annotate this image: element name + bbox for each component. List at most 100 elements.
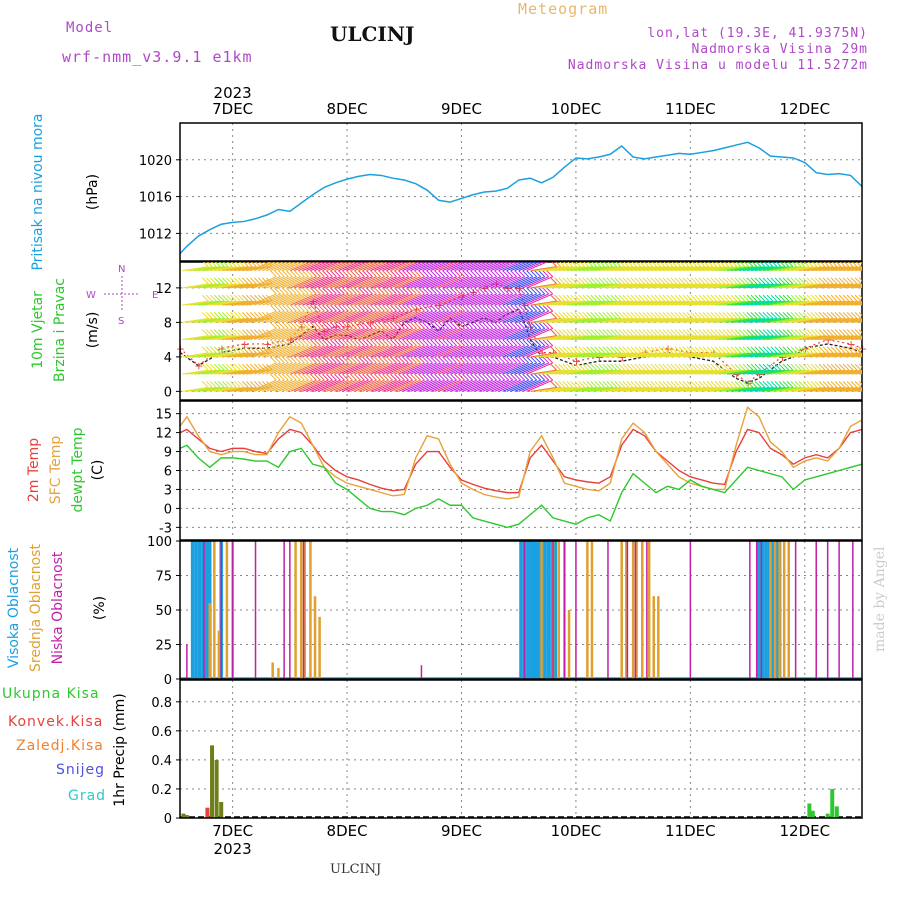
wind-barb-flag [722, 294, 730, 302]
wind-barb-flag [679, 262, 686, 267]
wind-barb [694, 266, 722, 272]
panel-frame [179, 261, 863, 401]
wind-barb-flag [502, 270, 510, 278]
wind-barb [550, 283, 577, 289]
wind-barb [590, 300, 617, 306]
wind-barb-flag [205, 363, 213, 371]
wind-barb [550, 352, 577, 358]
wind-barb [234, 283, 261, 289]
wind-barb-flag [454, 356, 461, 364]
wind-barb-flag [482, 287, 489, 295]
wind-barb [658, 266, 685, 272]
wind-barb-flag [770, 381, 778, 388]
wind-barb-flag [278, 373, 285, 381]
y-tick-label: 100 [147, 535, 172, 550]
wind-barb [622, 283, 649, 289]
wind-barb [726, 266, 754, 272]
wind-barb [706, 369, 734, 375]
wind-barb-flag [626, 312, 634, 319]
wind-barb-flag [229, 294, 237, 302]
wind-barb [754, 317, 782, 323]
wind-barb-flag [411, 253, 417, 259]
wind-barb [214, 386, 241, 392]
wind-barb-flag [622, 381, 630, 388]
wind-barb-flag [702, 329, 710, 336]
wind-barb-flag [402, 270, 409, 278]
wind-barb-flag [834, 346, 842, 354]
wind-barb [506, 345, 533, 358]
wind-barb [831, 266, 858, 272]
wind-barb-flag [402, 287, 409, 295]
wind-barb [230, 386, 257, 392]
wind-barb-flag [394, 270, 401, 278]
wind-barb [694, 283, 722, 289]
wind-barb-flag [442, 373, 449, 381]
wind-barb [839, 352, 862, 358]
wind-barb [422, 310, 449, 323]
wind-gust-marker: + [618, 351, 627, 364]
wind-barb [634, 369, 661, 375]
wind-barb [766, 386, 794, 392]
wind-barb [250, 327, 277, 341]
wind-barb [290, 327, 317, 341]
wind-barb-flag [390, 322, 397, 329]
temp-unit-group: (C) [90, 460, 106, 481]
wind-barb [774, 317, 802, 323]
wind-barb-flag [510, 270, 518, 278]
wind-barb-flag [786, 329, 794, 336]
wind-barb [843, 353, 862, 358]
cloud-mid-bar [641, 541, 644, 679]
wind-barb-flag [630, 329, 638, 336]
wind-barb [706, 283, 734, 289]
wind-barb-flag [202, 262, 209, 267]
wind-barb [847, 388, 862, 392]
wind-barb [811, 335, 838, 341]
wind-barb-flag [838, 363, 846, 371]
wind-barb [358, 276, 385, 289]
wind-barb [558, 283, 585, 289]
wind-barb [290, 293, 317, 306]
wind-barb [638, 317, 665, 323]
wind-barb-flag [814, 294, 822, 302]
wind-barb-flag [802, 346, 810, 354]
wind-barb [690, 283, 718, 289]
wind-barb-flag [746, 329, 754, 336]
wind-barb-flag [550, 329, 558, 336]
wind-barb [746, 335, 774, 341]
wind-barb-flag [730, 294, 738, 302]
cloud-low-bar [203, 541, 205, 679]
wind-barb-flag [398, 287, 405, 295]
wind-barb-flag [846, 346, 854, 354]
wind-barb [302, 379, 329, 392]
wind-barb [254, 276, 281, 289]
wind-barb-flag [431, 253, 437, 259]
wind-barb [322, 262, 344, 272]
wind-barb-flag [650, 277, 658, 285]
wind-barb-flag [314, 356, 321, 364]
wind-barb-flag [314, 339, 321, 347]
wind-barb-flag [233, 277, 241, 285]
wind-barb-flag [442, 304, 449, 312]
wind-barb [210, 283, 237, 289]
wind-barb-flag [663, 262, 670, 267]
temp-ylabel-group: SFC Temp [48, 436, 64, 505]
wind-barb-flag [598, 346, 606, 354]
wind-barb-flag [750, 381, 758, 388]
wind-barb-flag [734, 329, 742, 336]
wind-barb [270, 276, 297, 289]
wind-barb-flag [502, 287, 510, 295]
wind-barb-flag [562, 277, 570, 285]
wind-barb-flag [559, 262, 566, 267]
wind-barb-flag [774, 363, 782, 371]
wind-barb [694, 317, 722, 323]
wind-barb-flag [403, 253, 409, 259]
wind-barb [542, 386, 569, 392]
wind-barb [674, 300, 701, 306]
wind-barb [770, 352, 798, 358]
wind-barb [454, 262, 476, 272]
wind-barb [382, 310, 409, 323]
wind-barb [590, 317, 617, 323]
wind-barb [534, 300, 561, 306]
wind-barb [823, 300, 850, 306]
wind-barb [214, 352, 241, 358]
